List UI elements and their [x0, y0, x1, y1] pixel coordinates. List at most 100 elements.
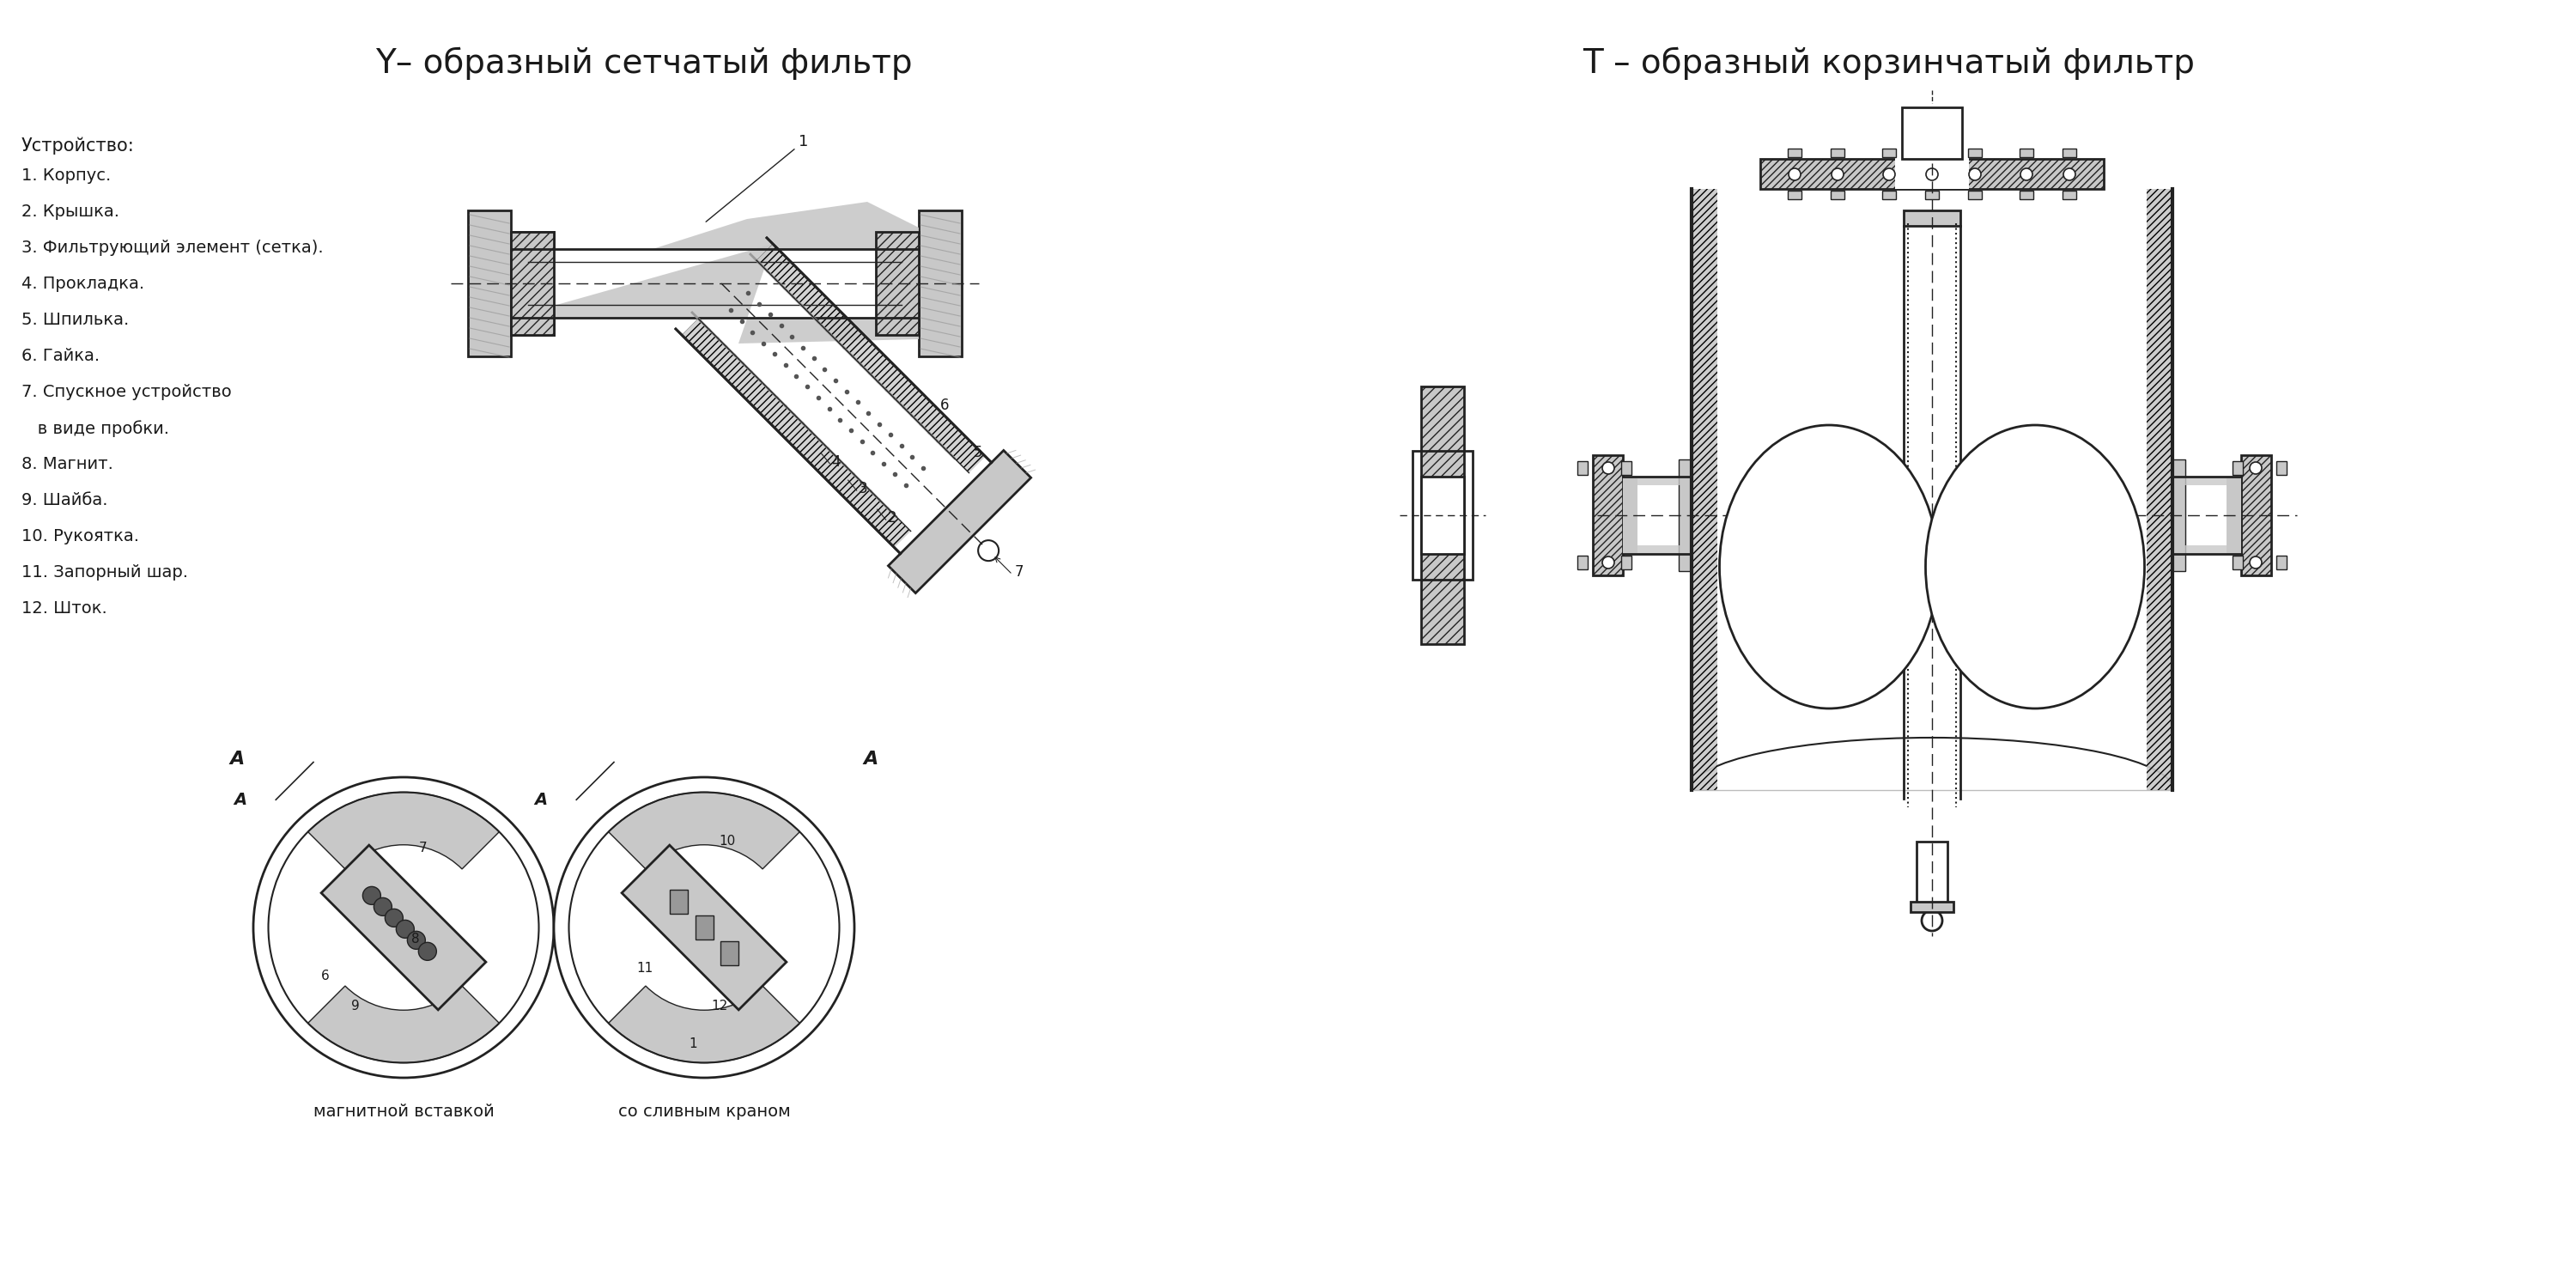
Bar [876, 232, 920, 335]
Bar [920, 211, 961, 356]
Polygon shape [322, 845, 487, 1010]
Circle shape [1968, 169, 1981, 180]
Text: со сливным краном: со сливным краном [618, 1103, 791, 1120]
Bar [1896, 155, 1968, 189]
Bar [2172, 545, 2241, 554]
Bar [1692, 189, 1718, 790]
Text: 1: 1 [706, 134, 809, 222]
Text: А: А [863, 751, 878, 767]
Bar [1883, 148, 1896, 157]
Bar [2146, 189, 2172, 790]
Text: 6: 6 [322, 969, 330, 983]
Circle shape [1832, 169, 1844, 180]
Text: в виде пробки.: в виде пробки. [21, 420, 170, 437]
Text: 1. Корпус.: 1. Корпус. [21, 167, 111, 184]
Bar [1623, 476, 1638, 554]
Circle shape [397, 919, 415, 939]
Polygon shape [757, 244, 987, 472]
Bar [2172, 476, 2241, 485]
Circle shape [407, 931, 425, 949]
Text: А: А [234, 792, 247, 808]
Ellipse shape [1924, 425, 2143, 709]
Bar [2277, 555, 2287, 570]
Text: 2. Крышка.: 2. Крышка. [21, 203, 118, 220]
Circle shape [374, 898, 392, 916]
Bar [1577, 461, 1587, 475]
Circle shape [1602, 462, 1615, 474]
Bar [2233, 461, 2244, 475]
Text: 11: 11 [636, 963, 654, 976]
Bar [1412, 451, 1473, 580]
Text: 7: 7 [417, 842, 428, 854]
Text: Т – образный корзинчатый фильтр: Т – образный корзинчатый фильтр [1584, 47, 2195, 80]
Circle shape [1927, 169, 1937, 180]
Ellipse shape [1692, 738, 2172, 842]
Bar [1623, 545, 1692, 554]
Polygon shape [683, 319, 912, 548]
Wedge shape [309, 986, 500, 1062]
Bar [1832, 190, 1844, 199]
Bar [696, 916, 714, 940]
Text: 12. Шток.: 12. Шток. [21, 600, 108, 617]
Polygon shape [510, 202, 920, 249]
Bar [2063, 190, 2076, 199]
Text: 6. Гайка.: 6. Гайка. [21, 347, 100, 364]
Circle shape [2063, 169, 2076, 180]
Bar [510, 232, 554, 335]
Text: 7: 7 [1015, 564, 1023, 580]
Circle shape [554, 778, 855, 1078]
Wedge shape [608, 792, 799, 870]
Bar [510, 232, 554, 335]
Bar [1911, 902, 1953, 912]
Bar [876, 232, 920, 335]
Circle shape [363, 886, 381, 904]
Bar [1680, 460, 1692, 571]
Text: 8. Магнит.: 8. Магнит. [21, 456, 113, 472]
Bar [2020, 190, 2032, 199]
Polygon shape [510, 244, 920, 344]
Bar [2241, 455, 2272, 576]
Text: 12: 12 [711, 1000, 729, 1013]
Bar [469, 211, 510, 356]
Text: 10. Рукоятка.: 10. Рукоятка. [21, 529, 139, 544]
Bar [2020, 148, 2032, 157]
Bar [2277, 461, 2287, 475]
Wedge shape [608, 986, 799, 1062]
Bar [1422, 387, 1463, 644]
Text: магнитной вставкой: магнитной вставкой [314, 1103, 495, 1120]
Circle shape [1922, 911, 1942, 931]
Bar [721, 941, 739, 965]
Bar [1620, 461, 1631, 475]
Bar [1623, 476, 1692, 485]
Text: 4: 4 [832, 455, 840, 470]
Circle shape [384, 909, 402, 927]
Bar [1968, 148, 1981, 157]
Text: 5. Шпилька.: 5. Шпилька. [21, 312, 129, 328]
Text: 1: 1 [690, 1037, 698, 1050]
Circle shape [2249, 557, 2262, 568]
Polygon shape [510, 305, 554, 318]
Text: 8: 8 [412, 932, 420, 945]
Circle shape [1883, 169, 1896, 180]
Bar [1832, 148, 1844, 157]
Bar [2226, 476, 2241, 554]
Text: 6: 6 [940, 398, 948, 414]
Text: 5: 5 [974, 444, 984, 460]
Circle shape [2249, 462, 2262, 474]
Text: 9. Шайба.: 9. Шайба. [21, 492, 108, 508]
Circle shape [2020, 169, 2032, 180]
Circle shape [1602, 557, 1615, 568]
Text: 4. Прокладка.: 4. Прокладка. [21, 276, 144, 292]
Bar [2063, 148, 2076, 157]
Polygon shape [698, 261, 969, 531]
Circle shape [1788, 169, 1801, 180]
Bar [1788, 148, 1801, 157]
Text: А: А [533, 792, 549, 808]
Ellipse shape [1721, 425, 1937, 709]
Text: Устройство:: Устройство: [21, 138, 134, 155]
Bar [1904, 211, 1960, 226]
Text: Y– образный сетчатый фильтр: Y– образный сетчатый фильтр [376, 47, 912, 80]
Text: 10: 10 [719, 834, 737, 848]
Bar [1968, 190, 1981, 199]
Bar [1422, 476, 1463, 554]
